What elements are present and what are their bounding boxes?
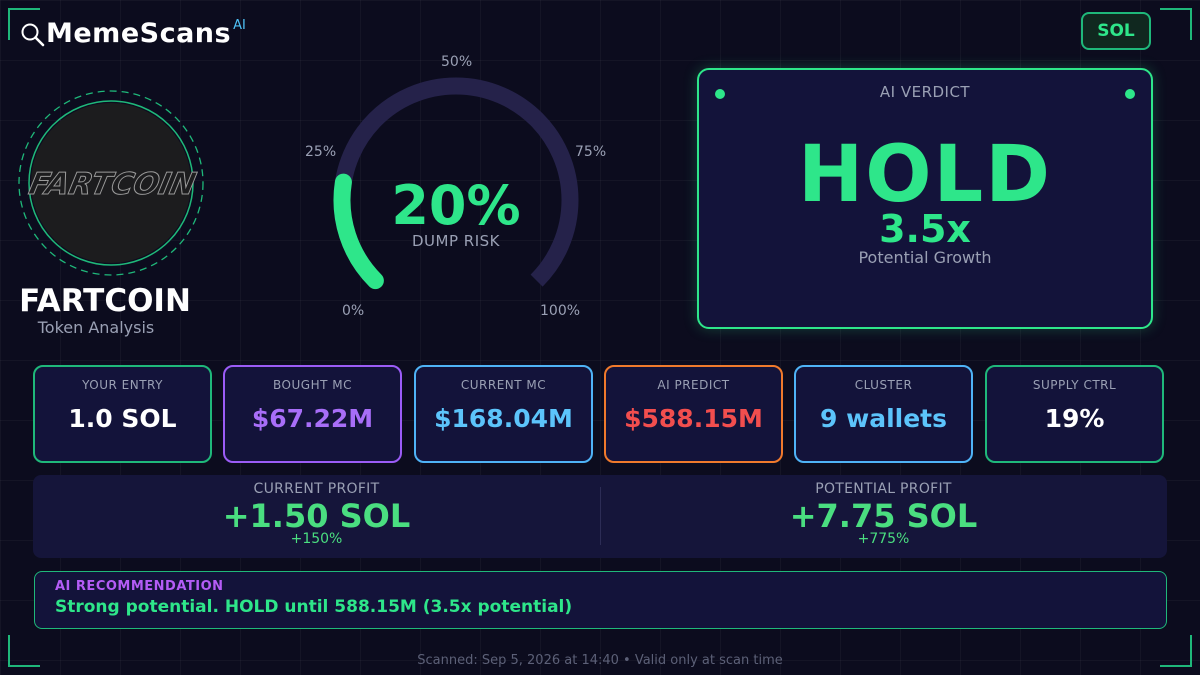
- frame-corner-bottom-right: [1160, 635, 1192, 667]
- profit-divider: [600, 487, 601, 545]
- token-name: FARTCOIN: [19, 283, 191, 319]
- stat-card-supply-ctrl: SUPPLY CTRL 19%: [985, 365, 1164, 463]
- stat-value: 1.0 SOL: [68, 404, 177, 433]
- ai-recommendation-panel: AI RECOMMENDATION Strong potential. HOLD…: [34, 571, 1167, 629]
- stat-card-ai-predict: AI PREDICT $588.15M: [604, 365, 783, 463]
- verdict-decision: HOLD: [797, 130, 1053, 220]
- token-subtitle: Token Analysis: [37, 318, 155, 337]
- gauge-tick-100: 100%: [540, 303, 581, 319]
- magnifier-icon: [20, 22, 46, 48]
- stat-card-bought-mc: BOUGHT MC $67.22M: [223, 365, 402, 463]
- ai-verdict-panel: AI VERDICT HOLD 3.5x Potential Growth: [697, 68, 1153, 329]
- verdict-multiplier: 3.5x: [879, 207, 971, 251]
- gauge-fill: [333, 173, 384, 290]
- gauge-tick-0: 0%: [342, 303, 365, 319]
- verdict-subtitle: Potential Growth: [858, 248, 992, 267]
- gauge-tick-50: 50%: [441, 54, 473, 70]
- panel-dot-right: [1125, 89, 1135, 99]
- dump-risk-value: 20%: [391, 174, 521, 237]
- dump-risk-gauge: 0% 25% 50% 75% 100% 20% DUMP RISK: [296, 50, 616, 330]
- brand-ai-superscript: AI: [233, 18, 246, 33]
- recommendation-text: Strong potential. HOLD until 588.15M (3.…: [55, 597, 573, 617]
- frame-corner-top-left: [8, 8, 40, 40]
- frame-corner-bottom-left: [8, 635, 40, 667]
- stat-label: BOUGHT MC: [273, 378, 352, 392]
- brand-logo: MemeScans AI: [20, 18, 246, 49]
- brand-name: MemeScans: [46, 18, 232, 49]
- stats-row: YOUR ENTRY 1.0 SOL BOUGHT MC $67.22M CUR…: [33, 365, 1165, 463]
- potential-profit-value: +7.75 SOL: [789, 497, 978, 535]
- chain-badge[interactable]: SOL: [1081, 12, 1151, 50]
- stat-label: SUPPLY CTRL: [1032, 378, 1117, 392]
- stat-label: CURRENT MC: [460, 378, 547, 392]
- scan-footer: Scanned: Sep 5, 2026 at 14:40 • Valid on…: [417, 653, 783, 668]
- current-profit-value: +1.50 SOL: [222, 497, 411, 535]
- stat-value: $588.15M: [624, 404, 763, 433]
- current-profit: CURRENT PROFIT +1.50 SOL +150%: [33, 475, 600, 558]
- dump-risk-label: DUMP RISK: [412, 232, 500, 250]
- stat-value: 9 wallets: [820, 404, 947, 433]
- stat-value: $168.04M: [434, 404, 573, 433]
- profit-panel: CURRENT PROFIT +1.50 SOL +150% POTENTIAL…: [33, 475, 1167, 558]
- frame-corner-top-right: [1160, 8, 1192, 40]
- stat-label: CLUSTER: [854, 378, 913, 392]
- stat-value: $67.22M: [251, 404, 374, 433]
- verdict-label: AI VERDICT: [879, 83, 971, 101]
- stat-label: AI PREDICT: [657, 378, 730, 392]
- stat-card-cluster: CLUSTER 9 wallets: [794, 365, 973, 463]
- gauge-tick-25: 25%: [305, 144, 337, 160]
- stat-label: YOUR ENTRY: [82, 378, 163, 392]
- token-logo: FARTCOIN: [16, 88, 206, 278]
- potential-profit-percent: +775%: [857, 531, 910, 547]
- stat-card-entry: YOUR ENTRY 1.0 SOL: [33, 365, 212, 463]
- current-profit-label: CURRENT PROFIT: [253, 481, 380, 497]
- stat-value: 19%: [1044, 404, 1105, 433]
- potential-profit: POTENTIAL PROFIT +7.75 SOL +775%: [600, 475, 1167, 558]
- current-profit-percent: +150%: [290, 531, 343, 547]
- stat-card-current-mc: CURRENT MC $168.04M: [414, 365, 593, 463]
- gauge-tick-75: 75%: [575, 144, 607, 160]
- panel-dot-left: [715, 89, 725, 99]
- token-logo-lettering: FARTCOIN: [26, 167, 199, 202]
- potential-profit-label: POTENTIAL PROFIT: [815, 481, 952, 497]
- recommendation-title: AI RECOMMENDATION: [55, 579, 224, 594]
